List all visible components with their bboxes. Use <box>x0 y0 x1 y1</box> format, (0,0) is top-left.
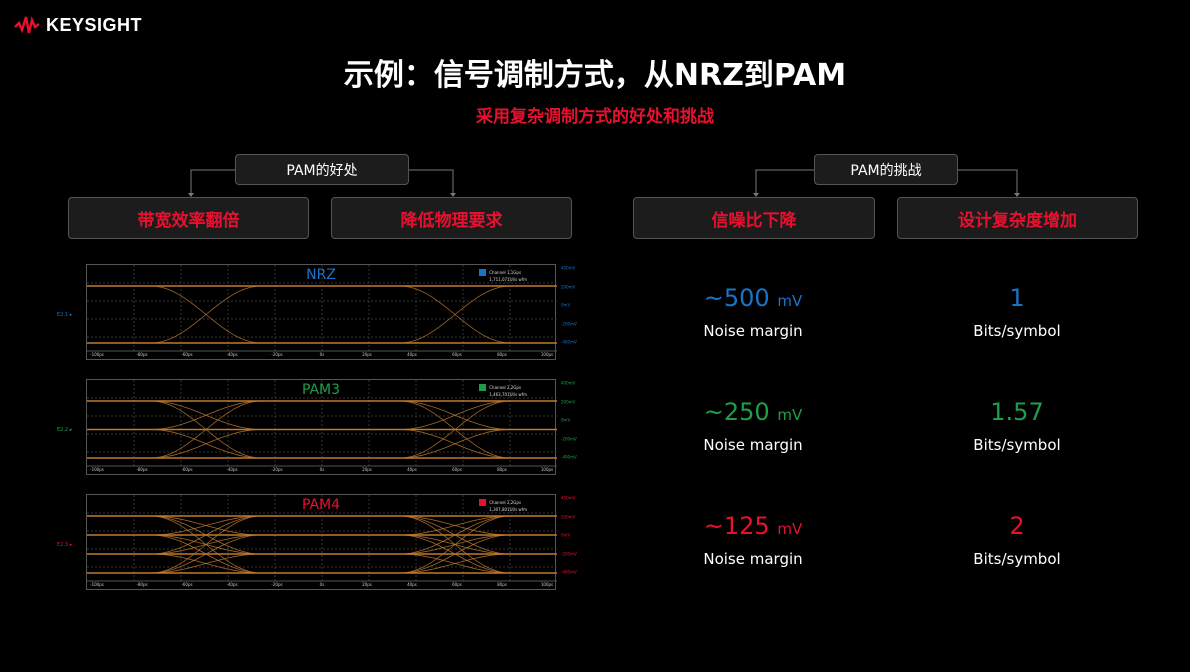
legend-swatch <box>479 384 487 391</box>
x-tick: -100ps <box>90 352 104 357</box>
eye-diagram-traces <box>87 265 557 352</box>
bits-per-symbol-value: 2 <box>1009 512 1025 540</box>
eye-diagram-nrz: NRZ Channel 1.1Gps 1,711,071UI/s wfm -100p… <box>86 264 577 360</box>
noise-margin-label: Noise margin <box>703 436 803 454</box>
eye-diagram-traces <box>87 380 557 467</box>
x-tick: 80ps <box>497 467 507 472</box>
x-tick: -20ps <box>271 467 283 472</box>
benefit-item: 带宽效率翻倍 <box>68 197 309 239</box>
channel-label: E2.2 ▸ <box>57 427 73 433</box>
x-tick: -40ps <box>226 582 238 587</box>
x-tick: -60ps <box>181 582 193 587</box>
channel-label: E2.3 ▸ <box>57 542 73 548</box>
bits-per-symbol-label: Bits/symbol <box>973 550 1061 568</box>
bits-per-symbol-label: Bits/symbol <box>973 322 1061 340</box>
y-tick: -200mV <box>561 321 577 326</box>
plot-title: PAM4 <box>301 497 341 513</box>
y-tick: -400mV <box>561 454 577 460</box>
x-tick: -40ps <box>226 352 238 357</box>
y-tick: -200mV <box>561 551 577 556</box>
legend-swatch <box>479 499 487 506</box>
x-tick: -20ps <box>271 582 283 587</box>
x-tick: -100ps <box>90 467 104 472</box>
x-tick: -100ps <box>90 582 104 587</box>
x-tick: 40ps <box>407 467 417 472</box>
noise-margin-value: ~250 mV <box>703 398 803 426</box>
x-tick: 0s <box>319 582 325 587</box>
x-tick: 60ps <box>452 467 462 472</box>
x-tick: 80ps <box>497 352 507 357</box>
plot-legend: Channel 2.2Gps 1,463,701UI/s wfm <box>479 384 527 398</box>
x-tick: 100ps <box>540 352 554 357</box>
benefit-item: 降低物理要求 <box>331 197 572 239</box>
x-tick: 20ps <box>362 582 372 587</box>
channel-label: E2.1 ▸ <box>57 312 73 318</box>
noise-margin-label: Noise margin <box>703 550 803 568</box>
y-tick: 0mV <box>561 532 571 538</box>
bits-per-symbol-label: Bits/symbol <box>973 436 1061 454</box>
x-tick: 60ps <box>452 582 462 587</box>
x-tick: -80ps <box>136 352 148 357</box>
y-tick: 400mV <box>561 495 576 501</box>
x-tick: 100ps <box>540 467 554 472</box>
x-tick: -20ps <box>271 352 283 357</box>
y-tick: 200mV <box>561 284 576 289</box>
x-tick: 60ps <box>452 352 462 357</box>
keysight-logo: KEYSIGHT <box>14 14 142 36</box>
y-tick: -400mV <box>561 569 577 575</box>
y-tick: 200mV <box>561 399 576 404</box>
x-tick: -60ps <box>181 467 193 472</box>
page-subtitle: 采用复杂调制方式的好处和挑战 <box>476 107 714 127</box>
noise-margin-value: ~500 mV <box>703 284 803 312</box>
benefits-header: PAM的好处 <box>235 154 409 185</box>
y-tick: 400mV <box>561 380 576 386</box>
x-tick: 20ps <box>362 467 372 472</box>
noise-margin-value: ~125 mV <box>703 512 803 540</box>
brand-name: KEYSIGHT <box>46 14 143 35</box>
plot-title: NRZ <box>306 267 336 283</box>
challenges-header: PAM的挑战 <box>814 154 958 185</box>
page-title: 示例：信号调制方式，从NRZ到PAM <box>343 58 847 93</box>
x-tick: -40ps <box>226 467 238 472</box>
legend-swatch <box>479 269 487 276</box>
x-tick: 40ps <box>407 352 417 357</box>
challenge-item: 信噪比下降 <box>633 197 875 239</box>
eye-diagram-pam3: PAM3 Channel 2.2Gps 1,463,701UI/s wfm -100… <box>86 379 577 475</box>
y-tick: 400mV <box>561 265 576 271</box>
plot-title: PAM3 <box>301 382 341 398</box>
x-tick: -60ps <box>181 352 193 357</box>
x-tick: 0s <box>319 467 325 472</box>
plot-legend: Channel 2.2Gps 1,307,801UI/s wfm <box>479 499 527 513</box>
x-tick: 40ps <box>407 582 417 587</box>
x-tick: 80ps <box>497 582 507 587</box>
challenge-item: 设计复杂度增加 <box>897 197 1138 239</box>
y-tick: 200mV <box>561 514 576 519</box>
y-tick: 0mV <box>561 417 571 423</box>
x-tick: 20ps <box>362 352 372 357</box>
eye-diagram-pam4: PAM4 Channel 2.2Gps 1,307,801UI/s wfm -100… <box>86 494 577 590</box>
y-tick: -200mV <box>561 436 577 441</box>
keysight-wave-icon <box>14 16 40 34</box>
x-tick: -80ps <box>136 582 148 587</box>
x-tick: -80ps <box>136 467 148 472</box>
x-tick: 100ps <box>540 582 554 587</box>
y-tick: -400mV <box>561 339 577 345</box>
bits-per-symbol-value: 1 <box>1009 284 1025 312</box>
plot-legend: Channel 1.1Gps 1,711,071UI/s wfm <box>479 269 527 283</box>
x-tick: 0s <box>319 352 325 357</box>
connector-lines <box>188 169 1020 197</box>
noise-margin-label: Noise margin <box>703 322 803 340</box>
y-tick: 0mV <box>561 302 571 308</box>
eye-diagram-traces <box>87 495 557 582</box>
bits-per-symbol-value: 1.57 <box>990 398 1044 426</box>
